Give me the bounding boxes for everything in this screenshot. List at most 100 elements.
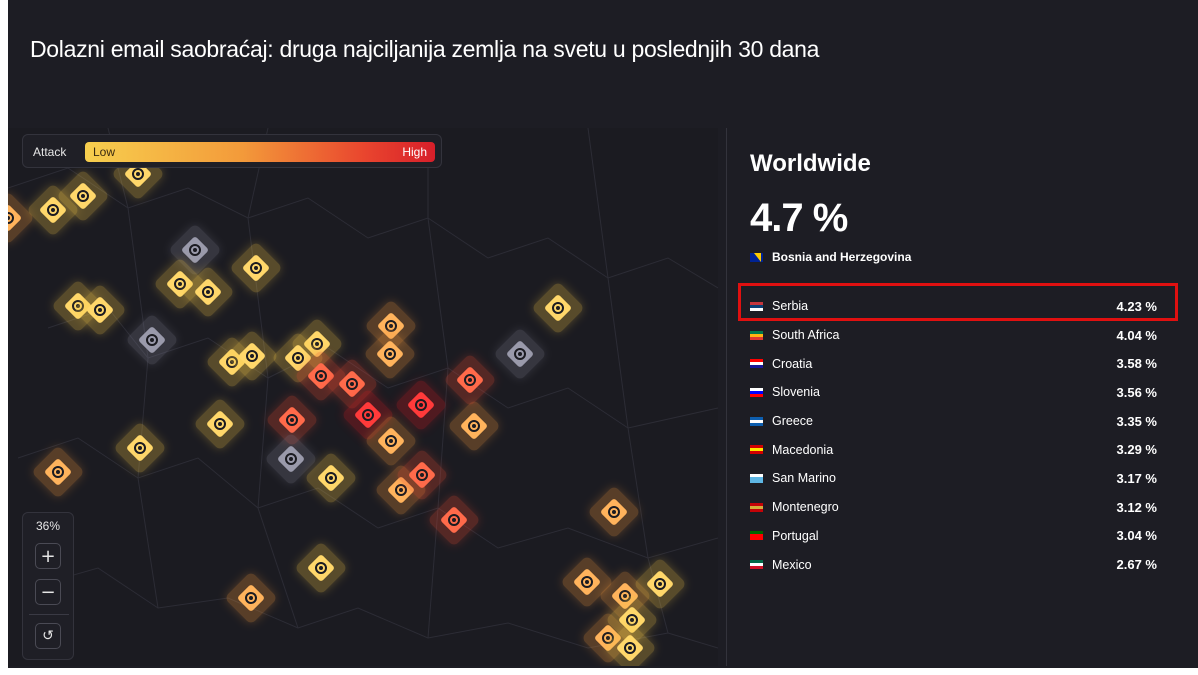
country-name: Slovenia bbox=[772, 385, 820, 400]
country-percentage: 3.17 % bbox=[1116, 470, 1157, 486]
flag-icon bbox=[750, 330, 763, 340]
country-row[interactable]: Mexico 2.67 % bbox=[750, 550, 1160, 579]
country-name: Montenegro bbox=[772, 500, 839, 515]
attack-marker-icon[interactable] bbox=[181, 265, 235, 319]
flag-icon bbox=[750, 502, 763, 512]
country-name: Mexico bbox=[772, 557, 812, 572]
country-row[interactable]: Greece 3.35 % bbox=[750, 407, 1160, 436]
attack-marker-icon[interactable] bbox=[224, 571, 278, 625]
legend-gradient: Low High bbox=[85, 142, 435, 162]
zoom-level: 36% bbox=[35, 519, 61, 533]
flag-icon bbox=[750, 560, 763, 570]
attack-marker-icon[interactable] bbox=[111, 147, 165, 201]
attack-marker-icon[interactable] bbox=[363, 327, 417, 381]
attack-marker-icon[interactable] bbox=[394, 378, 448, 432]
attack-marker-icon[interactable] bbox=[264, 432, 318, 486]
attack-marker-icon[interactable] bbox=[364, 299, 418, 353]
country-percentage: 4.04 % bbox=[1116, 327, 1157, 343]
zoom-divider bbox=[29, 614, 69, 615]
attack-marker-icon[interactable] bbox=[603, 621, 657, 666]
attack-marker-icon[interactable] bbox=[225, 329, 279, 383]
country-name: Greece bbox=[772, 414, 813, 429]
zoom-out-button[interactable]: − bbox=[35, 579, 61, 605]
attack-marker-icon[interactable] bbox=[325, 357, 379, 411]
attack-marker-icon[interactable] bbox=[560, 555, 614, 609]
flag-icon bbox=[750, 531, 763, 541]
attack-legend: Attack Low High bbox=[22, 134, 442, 168]
country-ranking-list: Serbia 4.23 % South Africa 4.04 % Croatia 3.5… bbox=[750, 292, 1160, 579]
attack-marker-icon[interactable] bbox=[598, 569, 652, 623]
panel-divider bbox=[726, 128, 727, 666]
country-percentage: 2.67 % bbox=[1116, 557, 1157, 573]
country-row[interactable]: Portugal 3.04 % bbox=[750, 522, 1160, 551]
country-row[interactable]: South Africa 4.04 % bbox=[750, 321, 1160, 350]
attack-marker-icon[interactable] bbox=[443, 353, 497, 407]
attack-marker-icon[interactable] bbox=[113, 421, 167, 475]
attack-marker-icon[interactable] bbox=[427, 493, 481, 547]
top-country: Bosnia and Herzegovina bbox=[750, 250, 911, 264]
flag-icon bbox=[750, 473, 763, 483]
map-borders bbox=[8, 128, 718, 649]
attack-marker-icon[interactable] bbox=[581, 611, 635, 665]
legend-low-label: Low bbox=[93, 145, 116, 159]
attack-marker-icon[interactable] bbox=[447, 399, 501, 453]
page-title: Dolazni email saobraćaj: druga najciljan… bbox=[30, 36, 820, 62]
country-row[interactable]: San Marino 3.17 % bbox=[750, 464, 1160, 493]
attack-marker-icon[interactable] bbox=[294, 541, 348, 595]
bosnia-flag-icon bbox=[750, 252, 763, 262]
attack-marker-icon[interactable] bbox=[125, 313, 179, 367]
country-percentage: 3.56 % bbox=[1116, 384, 1157, 400]
attack-marker-icon[interactable] bbox=[193, 397, 247, 451]
country-percentage: 3.12 % bbox=[1116, 499, 1157, 515]
attack-marker-icon[interactable] bbox=[153, 257, 207, 311]
attack-marker-icon[interactable] bbox=[168, 223, 222, 277]
attack-marker-icon[interactable] bbox=[341, 388, 395, 442]
attack-marker-icon[interactable] bbox=[51, 279, 105, 333]
country-name: Macedonia bbox=[772, 442, 834, 457]
attack-marker-icon[interactable] bbox=[374, 463, 428, 517]
country-name: San Marino bbox=[772, 471, 836, 486]
attack-marker-icon[interactable] bbox=[290, 317, 344, 371]
flag-icon bbox=[750, 301, 763, 311]
country-percentage: 3.29 % bbox=[1116, 442, 1157, 458]
attack-marker-icon[interactable] bbox=[605, 593, 659, 647]
country-row[interactable]: Slovenia 3.56 % bbox=[750, 378, 1160, 407]
attack-marker-icon[interactable] bbox=[364, 414, 418, 468]
flag-icon bbox=[750, 445, 763, 455]
country-row[interactable]: Macedonia 3.29 % bbox=[750, 435, 1160, 464]
country-name: South Africa bbox=[772, 328, 840, 343]
country-row[interactable]: Serbia 4.23 % bbox=[750, 292, 1160, 321]
attack-marker-icon[interactable] bbox=[271, 331, 325, 385]
attack-marker-icon[interactable] bbox=[633, 557, 687, 611]
attack-marker-icon[interactable] bbox=[31, 445, 85, 499]
attack-marker-icon[interactable] bbox=[26, 183, 80, 237]
reset-view-button[interactable]: ↺ bbox=[35, 623, 61, 649]
country-name: Croatia bbox=[772, 356, 813, 371]
top-percentage: 4.7 % bbox=[750, 196, 848, 240]
attack-marker-icon[interactable] bbox=[73, 283, 127, 337]
attack-marker-icon[interactable] bbox=[304, 451, 358, 505]
attack-marker-icon[interactable] bbox=[8, 191, 35, 245]
attack-marker-icon[interactable] bbox=[265, 393, 319, 447]
attack-marker-icon[interactable] bbox=[395, 448, 449, 502]
attack-marker-icon[interactable] bbox=[531, 281, 585, 335]
attack-marker-icon[interactable] bbox=[294, 349, 348, 403]
reset-icon: ↺ bbox=[42, 628, 54, 644]
country-percentage: 4.23 % bbox=[1116, 298, 1157, 314]
country-name: Portugal bbox=[772, 528, 819, 543]
attack-marker-icon[interactable] bbox=[587, 485, 641, 539]
attack-marker-icon[interactable] bbox=[229, 241, 283, 295]
flag-icon bbox=[750, 416, 763, 426]
attack-map[interactable] bbox=[8, 128, 718, 666]
zoom-controls: 36% + − ↺ bbox=[22, 512, 74, 660]
highlight-box bbox=[738, 283, 1178, 321]
country-percentage: 3.35 % bbox=[1116, 413, 1157, 429]
attack-marker-icon[interactable] bbox=[56, 169, 110, 223]
zoom-in-button[interactable]: + bbox=[35, 543, 61, 569]
legend-label: Attack bbox=[33, 145, 67, 159]
attack-marker-icon[interactable] bbox=[205, 335, 259, 389]
attack-marker-icon[interactable] bbox=[493, 327, 547, 381]
legend-high-label: High bbox=[402, 145, 427, 159]
country-row[interactable]: Montenegro 3.12 % bbox=[750, 493, 1160, 522]
country-row[interactable]: Croatia 3.58 % bbox=[750, 349, 1160, 378]
